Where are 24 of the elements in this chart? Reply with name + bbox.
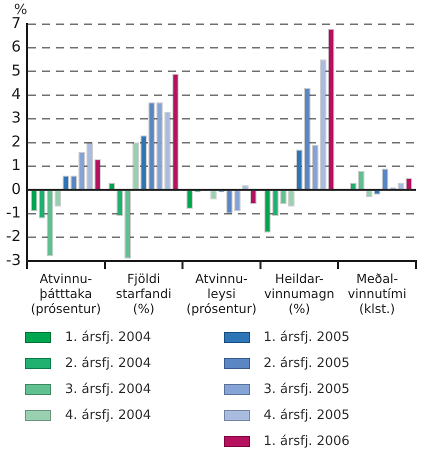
x-tick-label: Meðal- vinnutími (klst.) bbox=[348, 270, 406, 316]
y-tick-label: 4 bbox=[11, 84, 21, 103]
legend-label: 3. ársfj. 2004 bbox=[65, 382, 152, 396]
legend-label: 2. ársfj. 2005 bbox=[264, 356, 350, 370]
legend-label: 1. ársfj. 2006 bbox=[264, 434, 350, 448]
x-tick-label: Fjöldi starfandi (%) bbox=[116, 270, 172, 316]
y-tick-label: 5 bbox=[11, 61, 21, 80]
y-tick-label: 1 bbox=[11, 156, 21, 174]
x-tick-label: Atvinnu- leysi (prósentur) bbox=[186, 270, 257, 316]
y-tick-label: 2 bbox=[11, 132, 21, 150]
legend-label: 1. ársfj. 2005 bbox=[264, 330, 350, 344]
y-tick-label: 3 bbox=[11, 108, 21, 127]
y-tick-label: 6 bbox=[11, 38, 21, 56]
y-tick-label: -3 bbox=[6, 250, 21, 269]
legend-label: 4. ársfj. 2005 bbox=[264, 408, 350, 422]
y-tick-label: -2 bbox=[6, 227, 21, 246]
legend-label: 3. ársfj. 2005 bbox=[264, 382, 350, 396]
legend-label: 4. ársfj. 2004 bbox=[65, 408, 152, 422]
x-tick-label: Atvinnu- þátttaka (prósentur) bbox=[30, 270, 102, 316]
legend-label: 2. ársfj. 2004 bbox=[65, 356, 152, 370]
y-tick-label: 0 bbox=[11, 180, 21, 198]
legend-label: 1. ársfj. 2004 bbox=[65, 330, 152, 344]
x-tick-label: Heildar- vinnumagn (%) bbox=[264, 270, 334, 316]
y-tick-label: -1 bbox=[6, 203, 21, 222]
